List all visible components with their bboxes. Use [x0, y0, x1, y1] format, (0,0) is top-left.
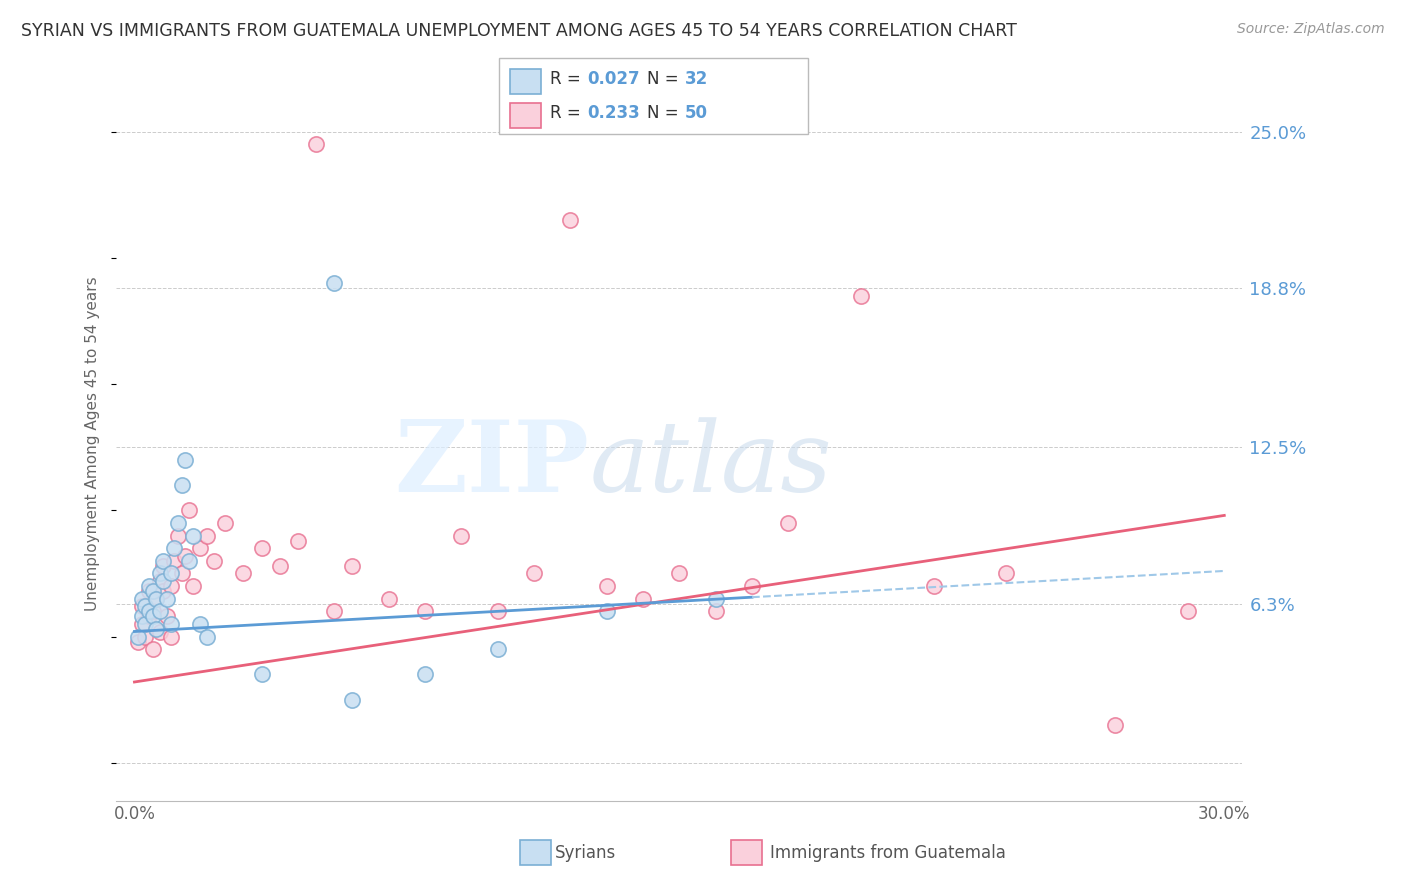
Point [704, 591, 727, 606]
Point [134, 599, 156, 614]
Point [152, 558, 174, 573]
Point [342, 558, 364, 573]
Point [149, 566, 172, 581]
Point [202, 554, 225, 568]
Point [995, 566, 1018, 581]
Point [922, 579, 945, 593]
Point [413, 604, 436, 618]
Text: Syrians: Syrians [555, 844, 617, 862]
Point [181, 528, 204, 542]
Point [152, 574, 174, 588]
Point [188, 616, 211, 631]
Text: 32: 32 [685, 70, 709, 88]
Point [159, 579, 181, 593]
Point [181, 579, 204, 593]
Point [142, 584, 165, 599]
Text: R =: R = [550, 104, 586, 122]
Point [167, 528, 190, 542]
Point [214, 516, 236, 530]
Point [305, 137, 328, 152]
Point [142, 609, 165, 624]
Point [668, 566, 690, 581]
Point [250, 541, 273, 556]
Point [167, 516, 190, 530]
Point [377, 591, 399, 606]
Text: Immigrants from Guatemala: Immigrants from Guatemala [770, 844, 1007, 862]
Point [131, 591, 153, 606]
Text: 0.233: 0.233 [588, 104, 641, 122]
Point [174, 453, 197, 467]
Point [138, 584, 160, 599]
Point [131, 599, 153, 614]
Point [269, 558, 291, 573]
Point [523, 566, 546, 581]
Point [152, 584, 174, 599]
Point [1177, 604, 1199, 618]
Point [596, 604, 619, 618]
Point [323, 277, 346, 291]
Point [142, 642, 165, 657]
Point [145, 591, 167, 606]
Point [159, 616, 181, 631]
Text: R =: R = [550, 70, 586, 88]
Text: 0.027: 0.027 [588, 70, 640, 88]
Text: SYRIAN VS IMMIGRANTS FROM GUATEMALA UNEMPLOYMENT AMONG AGES 45 TO 54 YEARS CORRE: SYRIAN VS IMMIGRANTS FROM GUATEMALA UNEM… [21, 22, 1017, 40]
Point [450, 528, 472, 542]
Point [138, 579, 160, 593]
Point [631, 591, 654, 606]
Point [177, 554, 200, 568]
Point [149, 574, 172, 588]
Point [156, 609, 179, 624]
Point [159, 566, 181, 581]
Text: Source: ZipAtlas.com: Source: ZipAtlas.com [1237, 22, 1385, 37]
Text: 50: 50 [685, 104, 707, 122]
Text: atlas: atlas [589, 417, 832, 513]
Point [323, 604, 346, 618]
Point [127, 634, 149, 648]
Point [131, 609, 153, 624]
Point [413, 667, 436, 681]
Point [486, 642, 509, 657]
Point [131, 616, 153, 631]
Point [342, 692, 364, 706]
Point [232, 566, 254, 581]
Point [149, 624, 172, 639]
Point [596, 579, 619, 593]
Point [174, 549, 197, 563]
Point [149, 604, 172, 618]
Point [163, 541, 186, 556]
Text: ZIP: ZIP [395, 417, 589, 514]
Point [195, 630, 218, 644]
Point [138, 609, 160, 624]
Y-axis label: Unemployment Among Ages 45 to 54 years: Unemployment Among Ages 45 to 54 years [86, 277, 100, 611]
Point [560, 213, 582, 227]
Point [195, 528, 218, 542]
Point [138, 604, 160, 618]
Point [778, 516, 800, 530]
Point [134, 616, 156, 631]
Point [250, 667, 273, 681]
Point [145, 591, 167, 606]
Point [188, 541, 211, 556]
Point [704, 604, 727, 618]
Text: N =: N = [647, 104, 683, 122]
Point [152, 554, 174, 568]
Point [1104, 718, 1126, 732]
Point [159, 630, 181, 644]
Point [142, 604, 165, 618]
Point [134, 630, 156, 644]
Point [486, 604, 509, 618]
Point [849, 289, 872, 303]
Point [156, 591, 179, 606]
Point [170, 478, 193, 492]
Point [177, 503, 200, 517]
Text: N =: N = [647, 70, 683, 88]
Point [287, 533, 309, 548]
Point [170, 566, 193, 581]
Point [741, 579, 763, 593]
Point [127, 630, 149, 644]
Point [145, 622, 167, 636]
Point [163, 554, 186, 568]
